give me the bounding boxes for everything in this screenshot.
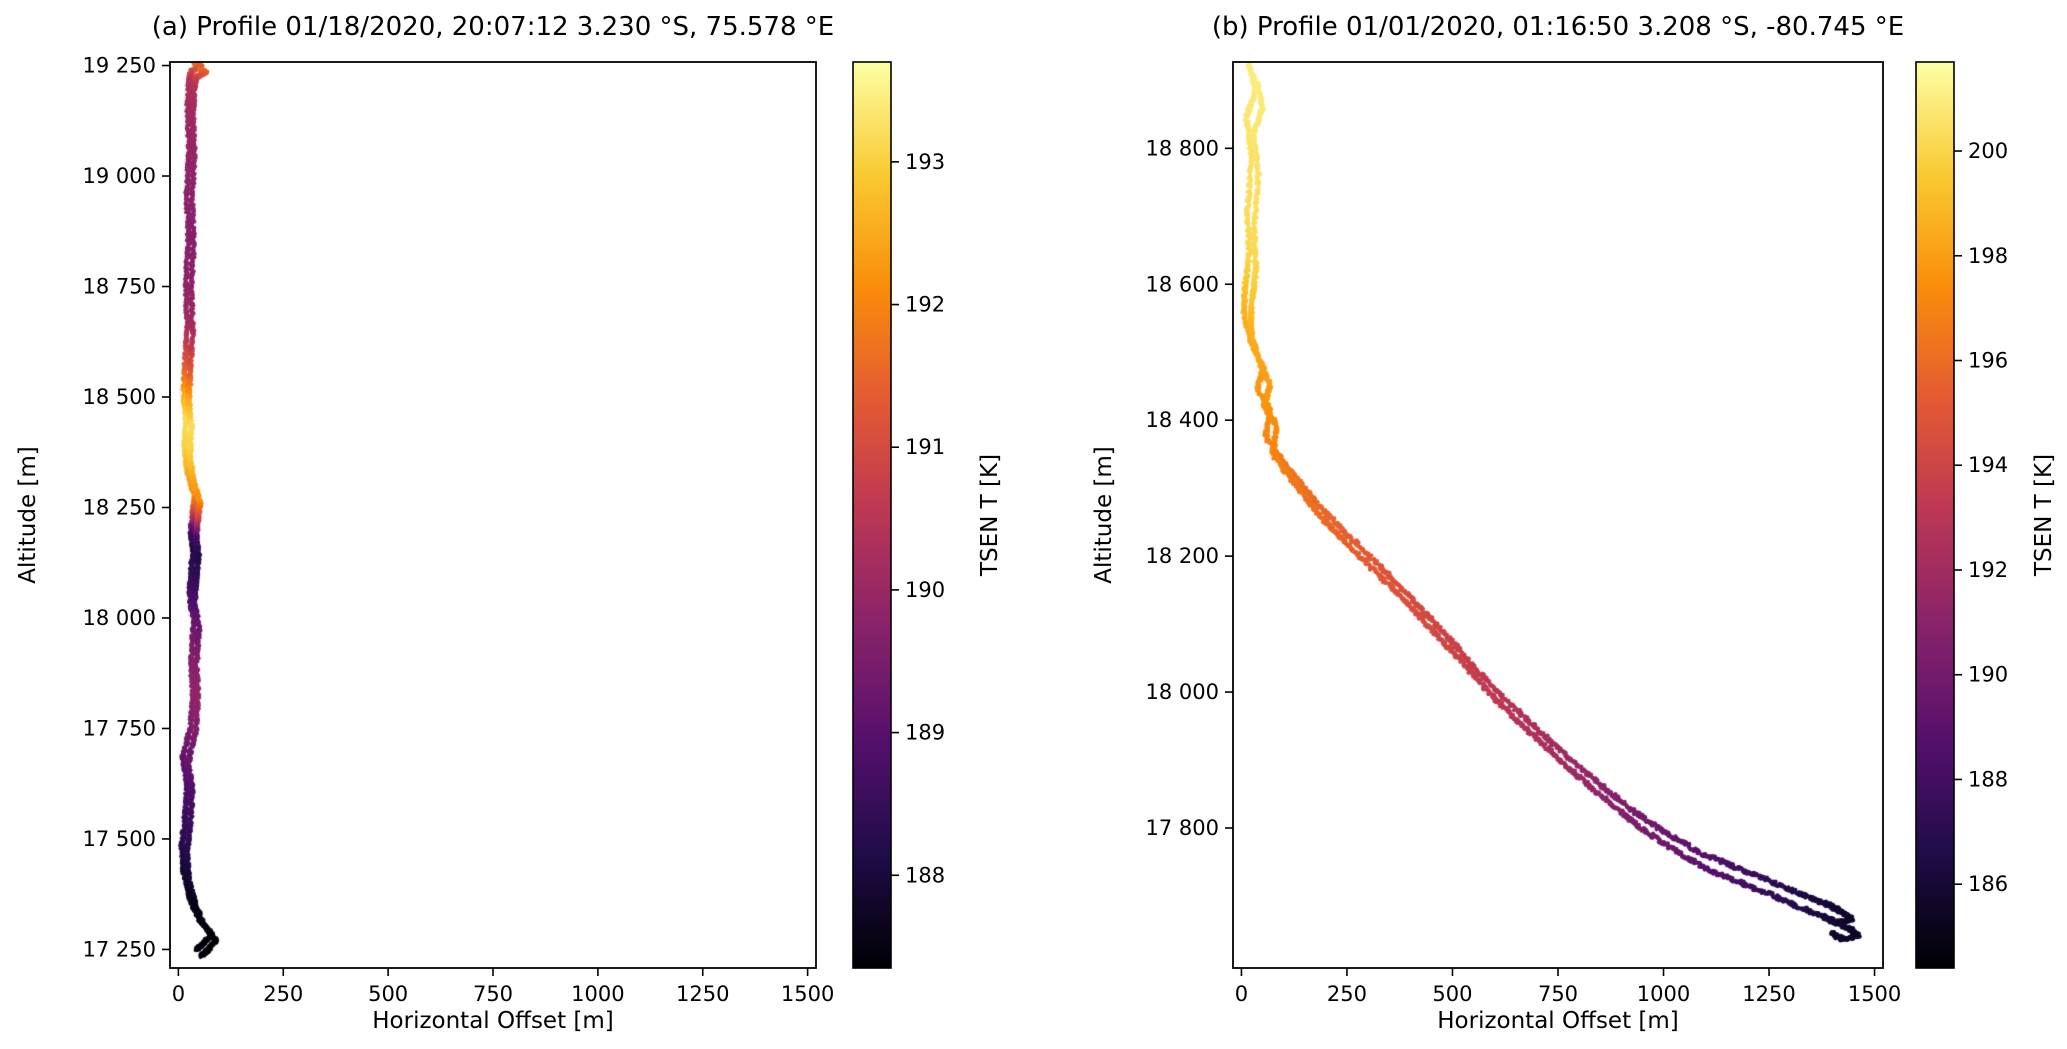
svg-text:17 750: 17 750	[83, 716, 156, 740]
svg-text:18 600: 18 600	[1146, 272, 1219, 296]
svg-text:17 250: 17 250	[83, 937, 156, 961]
panel-a-yaxis-label: Altitude [m]	[15, 446, 41, 584]
svg-text:200: 200	[1968, 139, 2008, 163]
panel-a-title: (a) Profile 01/18/2020, 20:07:12 3.230 °…	[151, 12, 835, 42]
svg-text:193: 193	[905, 150, 945, 174]
svg-text:500: 500	[1432, 982, 1472, 1006]
svg-text:750: 750	[1538, 982, 1578, 1006]
svg-text:250: 250	[1327, 982, 1367, 1006]
svg-text:18 400: 18 400	[1146, 408, 1219, 432]
panel-b-colorbar-label: TSEN T [K]	[2031, 453, 2057, 577]
svg-text:190: 190	[1968, 663, 2008, 687]
svg-text:191: 191	[905, 435, 945, 459]
svg-text:18 200: 18 200	[1146, 544, 1219, 568]
panel-a-xaxis-label: Horizontal Offset [m]	[372, 1008, 614, 1034]
svg-text:18 500: 18 500	[83, 385, 156, 409]
panel-b-scatter-canvas	[1233, 62, 1883, 968]
svg-text:198: 198	[1968, 244, 2008, 268]
svg-text:18 000: 18 000	[1146, 680, 1219, 704]
panel-b-colorbar-gradient	[1916, 62, 1954, 968]
svg-text:1000: 1000	[571, 982, 624, 1006]
svg-text:188: 188	[1968, 767, 2008, 791]
svg-text:750: 750	[473, 982, 513, 1006]
svg-text:250: 250	[263, 982, 303, 1006]
svg-text:1500: 1500	[781, 982, 834, 1006]
svg-text:188: 188	[905, 863, 945, 887]
panel-b-xaxis-label: Horizontal Offset [m]	[1437, 1008, 1679, 1034]
svg-text:0: 0	[172, 982, 185, 1006]
svg-text:1000: 1000	[1637, 982, 1690, 1006]
svg-text:18 250: 18 250	[83, 495, 156, 519]
panel-b-yaxis-label: Altitude [m]	[1091, 446, 1117, 584]
svg-text:17 800: 17 800	[1146, 816, 1219, 840]
svg-text:196: 196	[1968, 349, 2008, 373]
svg-text:1500: 1500	[1848, 982, 1901, 1006]
svg-text:17 500: 17 500	[83, 827, 156, 851]
panel-a-colorbar-gradient	[853, 62, 891, 968]
panel-a-colorbar-label: TSEN T [K]	[977, 453, 1003, 577]
svg-text:1250: 1250	[1742, 982, 1795, 1006]
svg-text:192: 192	[905, 293, 945, 317]
panel-b-title: (b) Profile 01/01/2020, 01:16:50 3.208 °…	[1211, 12, 1905, 42]
svg-text:190: 190	[905, 578, 945, 602]
svg-text:192: 192	[1968, 558, 2008, 582]
svg-text:18 750: 18 750	[83, 275, 156, 299]
svg-text:1250: 1250	[676, 982, 729, 1006]
svg-text:194: 194	[1968, 453, 2008, 477]
svg-text:500: 500	[368, 982, 408, 1006]
svg-text:19 250: 19 250	[83, 54, 156, 78]
svg-text:18 000: 18 000	[83, 606, 156, 630]
svg-text:18 800: 18 800	[1146, 136, 1219, 160]
svg-text:189: 189	[905, 721, 945, 745]
svg-text:186: 186	[1968, 872, 2008, 896]
panel-a-scatter-canvas	[170, 62, 816, 968]
svg-text:0: 0	[1235, 982, 1248, 1006]
svg-text:19 000: 19 000	[83, 164, 156, 188]
